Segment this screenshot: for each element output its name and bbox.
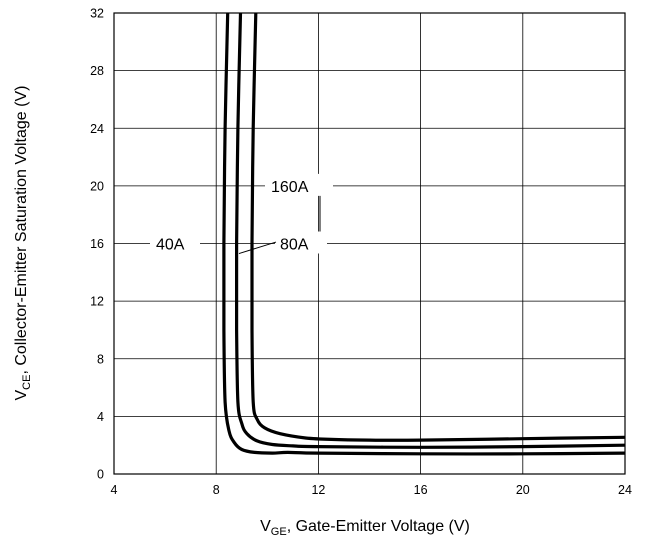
- x-tick-label: 8: [213, 483, 220, 497]
- x-tick-label: 12: [311, 483, 325, 497]
- x-tick-label: 20: [516, 483, 530, 497]
- series-line-80a: [234, 12, 626, 449]
- annotation-40a: 40A: [156, 237, 185, 254]
- annotation-80a: 80A: [280, 237, 309, 254]
- y-tick-label: 0: [97, 468, 104, 482]
- x-axis-title: VGE, Gate-Emitter Voltage (V): [260, 518, 470, 538]
- x-axis-title-rest: , Gate-Emitter Voltage (V): [287, 518, 470, 535]
- annotations: 160A 40A 80A: [150, 173, 333, 255]
- y-axis-title: VCE, Collector-Emitter Saturation Voltag…: [13, 86, 33, 401]
- series-group: [222, 12, 626, 456]
- annotation-backdrop: [150, 231, 200, 254]
- y-tick-label: 28: [90, 64, 104, 78]
- leader-80a: [238, 241, 277, 255]
- x-axis-title-main: V: [260, 518, 271, 535]
- y-axis-title-main: V: [13, 389, 30, 400]
- annotation-160a: 160A: [271, 179, 309, 196]
- annotation-backdrop: [275, 231, 327, 254]
- y-tick-labels: 0 4 8 12 16 20 24 28 32: [90, 7, 104, 482]
- x-axis-title-sub: GE: [271, 526, 287, 538]
- plot-frame: [113, 12, 626, 475]
- series-line-40a: [222, 12, 626, 456]
- y-axis-title-sub: CE: [21, 375, 33, 390]
- y-tick-label: 32: [90, 7, 104, 21]
- x-tick-label: 16: [414, 483, 428, 497]
- y-tick-label: 24: [90, 122, 104, 136]
- series-line-160a: [250, 12, 626, 442]
- y-axis-title-rest: , Collector-Emitter Saturation Voltage (…: [13, 86, 30, 375]
- annotation-backdrop: [265, 173, 333, 196]
- y-tick-label: 8: [97, 352, 104, 366]
- y-tick-label: 12: [90, 295, 104, 309]
- x-tick-labels: 4 8 12 16 20 24: [111, 483, 632, 497]
- y-tick-label: 16: [90, 237, 104, 251]
- y-tick-label: 4: [97, 410, 104, 424]
- x-tick-label: 24: [618, 483, 632, 497]
- x-tick-label: 4: [111, 483, 118, 497]
- y-tick-label: 20: [90, 179, 104, 193]
